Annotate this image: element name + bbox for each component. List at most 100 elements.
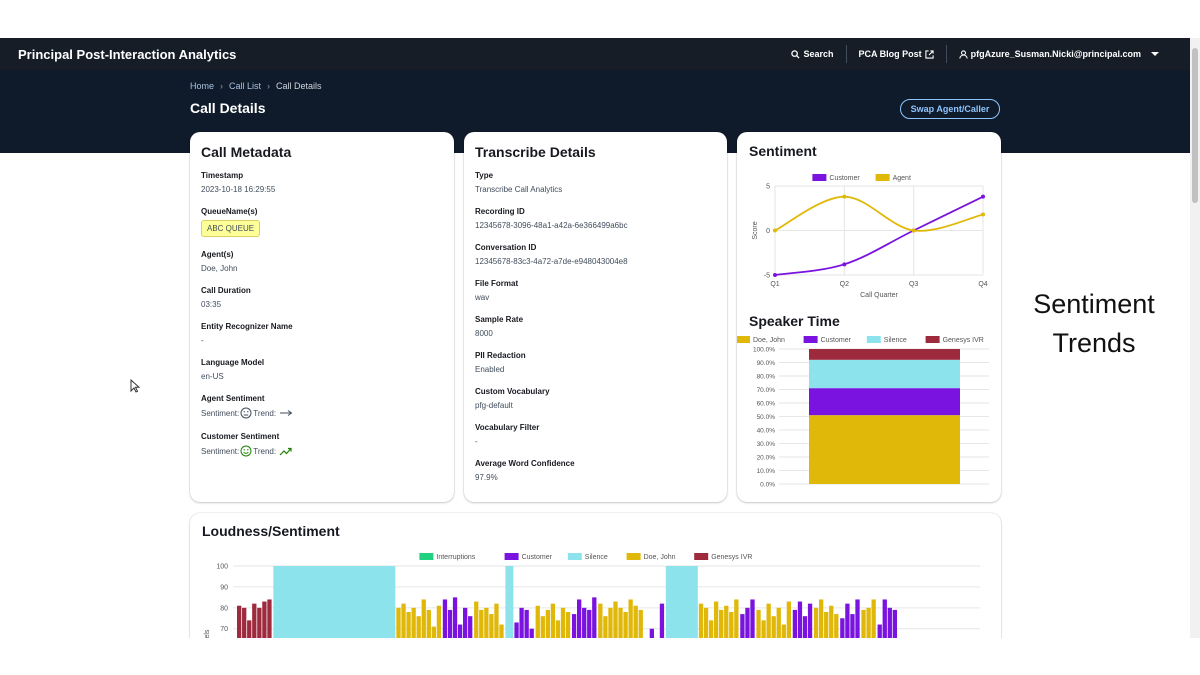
agent-value: Doe, John [201,264,238,273]
y-tick-label: 50.0% [757,414,776,421]
silence-segment [505,566,514,663]
language-value: en-US [201,372,224,381]
customer-loudness-bar [582,607,587,663]
legend-label: Genesys IVR [711,554,752,561]
field-label: PII Redaction [475,351,526,360]
y-tick-label: 10.0% [757,468,776,475]
file-format-value: wav [475,293,490,302]
x-tick-label: Q2 [840,281,849,288]
customer-loudness-bar [524,609,529,663]
y-tick-label: 90.0% [757,360,776,367]
swap-agent-caller-button[interactable]: Swap Agent/Caller [900,99,1000,119]
customer-loudness-bar [463,607,468,663]
blog-link[interactable]: PCA Blog Post [847,49,946,59]
doe-john-loudness-bar [623,612,628,663]
legend-label: Doe, John [753,337,785,344]
agent-data-point [911,228,916,233]
breadcrumb-home[interactable]: Home [190,81,215,91]
doe-john-loudness-bar [426,609,431,663]
field-label: Entity Recognizer Name [201,322,293,331]
customer-data-point [773,273,777,277]
genesys-ivr-loudness-bar [237,605,242,663]
search-label: Search [803,49,834,59]
breadcrumb-call-list[interactable]: Call List [229,81,262,91]
y-tick-label: 90 [220,584,228,591]
search-link[interactable]: Search [779,49,845,59]
doe-john-loudness-bar [421,599,426,663]
sample-rate-value: 8000 [475,329,493,338]
doe-john-loudness-bar [638,609,643,663]
doe-john-loudness-bar [598,603,603,663]
user-icon [959,49,968,59]
card-title: Transcribe Details [475,144,596,160]
x-tick-label: Q1 [770,281,779,288]
top-navigation: Principal Post-Interaction Analytics Sea… [0,38,1190,70]
genesys-ivr-loudness-bar [257,607,262,663]
field-label: Average Word Confidence [475,459,575,468]
field-label: Customer Sentiment [201,432,280,441]
field-label: Vocabulary Filter [475,423,540,432]
doe-john-loudness-bar [545,609,550,663]
nav-divider [845,45,847,63]
customer-loudness-bar [745,607,750,663]
doe-john-loudness-bar [766,603,771,663]
legend-swatch [419,553,434,560]
doe-john-loudness-bar [479,609,484,663]
doe-john-loudness-bar [406,612,411,663]
doe-john-loudness-bar [871,599,876,663]
legend-swatch [737,336,750,343]
caret-down-icon [1151,51,1159,56]
customer-loudness-bar [577,599,582,663]
doe-john-loudness-bar [484,607,489,663]
transcribe-details-card: Transcribe Details Type Transcribe Call A… [464,132,727,502]
genesys-ivr-loudness-bar [252,603,257,663]
doe-john-loudness-bar [396,607,401,663]
doe-john-loudness-bar [565,612,571,663]
legend-swatch [626,553,641,560]
arrow-right-icon [280,410,293,416]
y-tick-label: 0 [766,228,770,235]
y-tick-label: 80 [220,605,228,612]
loudness-title: Loudness/Sentiment [202,523,340,539]
legend-swatch [567,553,582,560]
legend-label: Silence [884,337,907,344]
card-title: Call Metadata [201,144,292,160]
search-icon [791,49,801,59]
legend-swatch [803,336,818,343]
legend-swatch [875,174,890,181]
doe-john-loudness-bar [411,607,416,663]
customer-data-point [981,194,985,199]
breadcrumb-current: Call Details [276,81,322,91]
page-scrollbar[interactable] [1190,38,1200,638]
legend-swatch [866,336,881,343]
entity-value: - [201,336,204,345]
annotation-line: Sentiment [1033,289,1155,319]
genesys-ivr-time-segment [809,349,960,360]
scrollbar-thumb[interactable] [1192,48,1198,203]
legend-label: Interruptions [436,554,475,561]
field-label: Agent(s) [201,250,234,259]
doe-john-loudness-bar [494,603,499,663]
legend-label: Customer [821,337,852,344]
external-link-icon [925,49,934,59]
chevron-right-icon: › [267,81,271,91]
sentiment-card: Sentiment Customer Agent 5 0 -5 Q1 Q2 Q3 Q4 Call … [737,132,1001,502]
speaker-time-title: Speaker Time [749,313,840,329]
speaker-time-chart: Doe, John Customer Silence Genesys IVR 100.0… [737,336,989,489]
y-tick-label: 5 [766,184,770,191]
field-label: Conversation ID [475,243,537,252]
doe-john-loudness-bar [786,601,791,663]
field-label: Sample Rate [475,315,524,324]
agent-data-point [981,212,985,217]
doe-john-loudness-bar [729,612,734,663]
user-menu[interactable]: pfgAzure_Susman.Nicki@principal.com [947,49,1172,59]
type-value: Transcribe Call Analytics [475,185,563,194]
field-label: Custom Vocabulary [475,387,550,396]
customer-loudness-bar [807,603,813,663]
y-tick-label: 40.0% [757,428,776,435]
doe-john-loudness-bar [819,599,824,663]
legend-label: Customer [829,175,860,182]
customer-loudness-bar [447,609,453,663]
y-tick-label: 70 [220,626,228,633]
app-title[interactable]: Principal Post-Interaction Analytics [18,46,237,62]
